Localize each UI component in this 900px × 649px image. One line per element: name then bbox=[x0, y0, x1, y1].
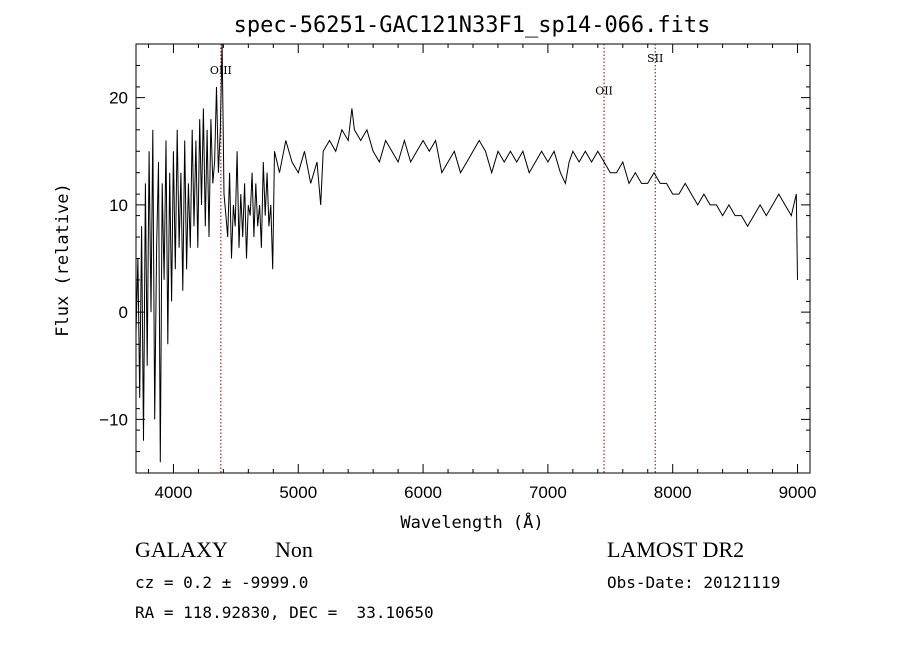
x-tick-label: 4000 bbox=[155, 483, 193, 502]
survey-name: LAMOST DR2 bbox=[607, 537, 745, 562]
x-tick-label: 8000 bbox=[654, 483, 692, 502]
x-tick-label: 7000 bbox=[529, 483, 567, 502]
y-axis-label: Flux (relative) bbox=[53, 183, 73, 337]
y-tick-label: −10 bbox=[99, 410, 128, 429]
y-tick-label: 20 bbox=[109, 89, 128, 108]
x-axis-label: Wavelength (Å) bbox=[400, 511, 543, 533]
object-subclass: Non bbox=[275, 537, 313, 562]
redshift-readout: cz = 0.2 ± -9999.0 bbox=[135, 573, 309, 592]
spectral-line-markers: OIII OII SII bbox=[210, 44, 663, 473]
spectral-line-label: OIII bbox=[210, 64, 232, 77]
x-tick-label: 5000 bbox=[279, 483, 317, 502]
spectrum-line bbox=[135, 43, 798, 463]
x-axis-ticks: 4000 5000 6000 7000 8000 9000 bbox=[147, 44, 817, 502]
x-tick-label: 9000 bbox=[779, 483, 817, 502]
spectral-line-label: OII bbox=[595, 84, 613, 97]
y-axis-ticks: −10 0 10 20 bbox=[99, 43, 810, 474]
spectral-line-label: SII bbox=[647, 52, 663, 65]
coordinates: RA = 118.92830, DEC = 33.10650 bbox=[135, 603, 434, 622]
chart-title: spec-56251-GAC121N33F1_sp14-066.fits bbox=[234, 13, 711, 38]
x-tick-label: 6000 bbox=[404, 483, 442, 502]
y-tick-label: 0 bbox=[119, 303, 128, 322]
obs-date: Obs-Date: 20121119 bbox=[607, 573, 781, 592]
plot-frame bbox=[135, 43, 811, 474]
object-class: GALAXY bbox=[135, 537, 228, 562]
y-tick-label: 10 bbox=[109, 196, 128, 215]
